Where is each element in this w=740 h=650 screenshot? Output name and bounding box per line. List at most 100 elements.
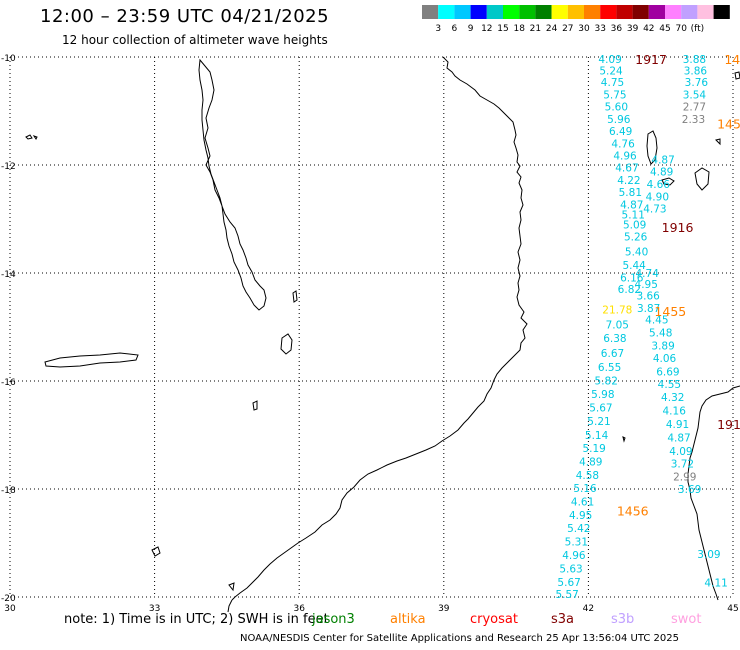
wave-height-value: 4.66 (647, 179, 671, 191)
sat-label-jason3: jason3 (312, 612, 355, 627)
islet-east (734, 71, 740, 80)
wave-height-value: 6.82 (618, 284, 641, 296)
legend-swatch (616, 5, 633, 19)
sat-label-swot: swot (671, 612, 702, 627)
legend-swatch (697, 5, 714, 19)
wave-height-value: 3.66 (636, 291, 660, 303)
wave-height-value: 6.55 (598, 362, 621, 374)
pass-time-label: 1917 (635, 52, 667, 67)
pass-time-label: 1454 (717, 116, 740, 131)
wave-height-value: 4.73 (643, 204, 666, 216)
legend-swatch (422, 5, 439, 19)
legend-swatch (470, 5, 487, 19)
wave-height-value: 4.09 (598, 54, 621, 66)
wave-height-value: 4.75 (601, 77, 624, 89)
wave-height-value: 5.75 (603, 89, 626, 101)
wave-height-value: 5.16 (573, 483, 597, 495)
wave-height-value: 3.88 (683, 54, 706, 66)
wave-height-value: 5.40 (625, 246, 648, 258)
legend-swatch (665, 5, 682, 19)
wave-height-value: 21.78 (602, 305, 632, 317)
legend-swatch (535, 5, 552, 19)
wave-height-value: 4.09 (669, 446, 692, 458)
legend-label: 3 (435, 24, 441, 34)
wave-height-value: 5.14 (585, 430, 609, 442)
lon-label: 36 (293, 604, 305, 614)
wave-height-value: 4.74 (636, 268, 660, 280)
legend-swatch (567, 5, 584, 19)
wave-height-value: 4.96 (562, 550, 586, 562)
legend-label: 36 (611, 24, 623, 34)
wave-height-value: 3.76 (685, 77, 709, 89)
legend-label: (ft) (691, 24, 705, 34)
wave-height-value: 3.87 (637, 303, 660, 315)
legend-label: 30 (578, 24, 590, 34)
wave-height-value: 4.22 (617, 175, 640, 187)
legend-label: 39 (627, 24, 639, 34)
wave-height-value: 3.72 (671, 459, 694, 471)
lat-label: -10 (1, 54, 16, 64)
pass-time-labels: 1917 1453 1454 1916 1455 1915 1456 (617, 52, 740, 518)
lat-label: -16 (1, 378, 16, 388)
wave-height-value: 4.55 (658, 379, 681, 391)
wave-height-value: 5.26 (624, 231, 648, 243)
lon-label: 45 (727, 604, 738, 614)
wave-height-value: 4.91 (666, 419, 689, 431)
wave-height-value: 4.11 (704, 577, 727, 589)
anjouan (694, 167, 710, 191)
wave-height-value: 2.77 (683, 102, 706, 114)
lat-label: -18 (1, 486, 16, 496)
wave-height-value: 4.96 (613, 150, 637, 162)
lon-label: 42 (583, 604, 594, 614)
map-title: 12:00 – 23:59 UTC 04/21/2025 (40, 6, 330, 27)
wave-height-value: 4.32 (661, 392, 684, 404)
legend-label: 18 (513, 24, 525, 34)
legend-swatch (486, 5, 503, 19)
small-lake-west (25, 134, 33, 140)
islet-mid (252, 400, 258, 411)
legend-swatch (454, 5, 471, 19)
legend-label: 70 (675, 24, 687, 34)
grande-comore (646, 130, 658, 165)
legend-label: 33 (594, 24, 605, 34)
wave-height-value: 4.16 (663, 406, 687, 418)
wave-height-value: 4.58 (576, 470, 599, 482)
wave-height-value: 5.67 (557, 577, 580, 589)
sat-label-s3b: s3b (611, 612, 635, 627)
wave-height-value: 5.48 (649, 327, 672, 339)
small-lake-west-2 (32, 135, 38, 140)
legend-swatch (519, 5, 536, 19)
legend-label: 12 (481, 24, 492, 34)
note-text: note: 1) Time is in UTC; 2) SWH is in fe… (64, 612, 329, 627)
wave-height-value: 5.09 (623, 219, 646, 231)
wave-height-value: 4.45 (645, 314, 668, 326)
wave-height-value: 5.24 (599, 66, 623, 78)
wave-height-value: 5.11 (622, 210, 645, 222)
wave-height-value: 3.86 (684, 66, 708, 78)
wave-height-value: 4.76 (611, 138, 635, 150)
wave-height-value: 5.63 (559, 563, 582, 575)
wave-height-value: 5.98 (591, 389, 614, 401)
wave-height-value: 4.87 (667, 433, 690, 445)
legend-swatch (681, 5, 698, 19)
wave-height-value: 4.89 (579, 456, 602, 468)
color-scale-legend: 3 6 9 12 15 18 21 24 27 30 33 36 39 42 45 70 (ft) (422, 5, 730, 34)
wave-height-value: 5.81 (619, 187, 642, 199)
pass-time-label: 1916 (662, 220, 694, 235)
wave-height-value: 5.42 (567, 523, 590, 535)
lat-label: -12 (1, 162, 16, 172)
wave-height-value: 4.89 (650, 166, 673, 178)
wave-height-value: 2.33 (682, 114, 705, 126)
wave-height-value: 4.95 (635, 279, 658, 291)
wave-height-value: 5.67 (589, 402, 612, 414)
wave-height-value: 5.31 (565, 536, 588, 548)
wave-height-value: 5.96 (607, 114, 631, 126)
legend-swatch (584, 5, 601, 19)
islet-south (228, 582, 235, 592)
wave-height-value: 5.44 (622, 260, 646, 272)
lat-lon-gridlines (9, 56, 734, 598)
wave-height-value: 2.99 (673, 472, 696, 484)
altimeter-tracks: 4.095.244.755.755.605.966.494.764.964.67… (555, 54, 727, 601)
